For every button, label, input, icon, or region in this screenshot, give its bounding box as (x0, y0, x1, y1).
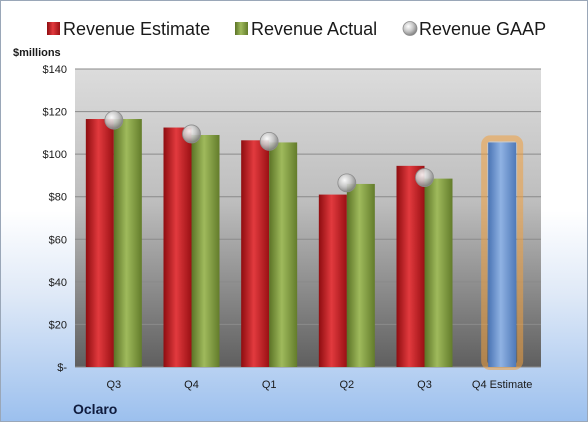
legend-marker (402, 21, 418, 36)
gaap-markers (104, 110, 434, 193)
bar-revenue-estimate (163, 127, 192, 368)
marker-revenue-gaap (337, 173, 357, 193)
y-tick-label: $20 (49, 319, 67, 331)
y-tick-label: $120 (43, 107, 67, 119)
y-tick-label: $100 (43, 149, 67, 161)
x-tick-label: Q4 Estimate (472, 379, 533, 391)
bar-revenue-estimate (396, 165, 425, 367)
marker-revenue-gaap (104, 110, 124, 130)
bar-revenue-estimate (85, 119, 114, 368)
legend-swatch (47, 22, 60, 35)
legend-label: Revenue Estimate (63, 19, 210, 39)
bar-revenue-actual (269, 142, 298, 367)
company-name: Oclaro (73, 401, 117, 417)
legend-label: Revenue GAAP (419, 19, 546, 39)
legend-label: Revenue Actual (251, 19, 377, 39)
x-tick-label: Q1 (262, 379, 277, 391)
legend-swatch (235, 22, 248, 35)
x-tick-label: Q3 (106, 379, 121, 391)
x-tick-label: Q2 (339, 379, 354, 391)
bar-revenue-actual (424, 178, 453, 367)
marker-revenue-gaap (259, 131, 279, 151)
y-axis-unit-label: $millions (13, 47, 61, 59)
y-axis-ticks: $- $20 $40 $60 $80 $100 $120 $140 (43, 64, 68, 374)
x-tick-label: Q4 (184, 379, 199, 391)
marker-revenue-gaap (415, 168, 434, 187)
marker-revenue-gaap (182, 124, 201, 144)
gridlines (75, 68, 541, 368)
legend-item: Revenue Estimate (47, 19, 210, 39)
x-axis-ticks: Q3 Q4 Q1 Q2 Q3 Q4 Estimate (106, 379, 532, 391)
y-tick-label: $40 (49, 277, 67, 289)
bar-revenue-actual (113, 119, 142, 368)
legend: Revenue Estimate Revenue Actual Revenue GA… (47, 19, 546, 39)
bar-q4-estimate (488, 142, 517, 367)
legend-item: Revenue GAAP (402, 19, 546, 39)
x-tick-label: Q3 (417, 379, 432, 391)
bar-revenue-actual (191, 134, 220, 367)
bars (85, 119, 524, 370)
plot-area (75, 69, 541, 367)
y-tick-label: $80 (49, 192, 67, 204)
bar-revenue-estimate (318, 194, 347, 367)
bar-revenue-actual (346, 183, 375, 367)
y-tick-label: $- (57, 362, 67, 374)
y-tick-label: $60 (49, 234, 67, 246)
y-tick-label: $140 (43, 64, 67, 76)
bar-revenue-estimate (241, 140, 270, 367)
legend-item: Revenue Actual (235, 19, 377, 39)
